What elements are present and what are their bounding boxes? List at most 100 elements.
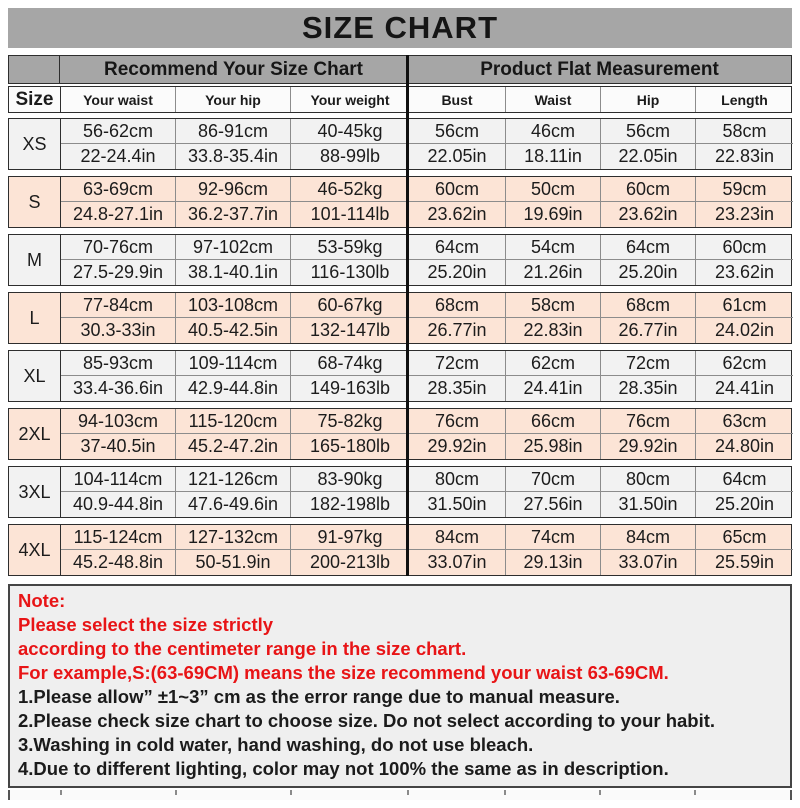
- value-cell: 97-102cm: [176, 235, 291, 260]
- value-cell: 200-213lb: [309, 552, 391, 572]
- group-header-product: Product Flat Measurement: [408, 55, 792, 84]
- value-cell: 76cm: [601, 409, 696, 434]
- value-cell: 30.3-33in: [61, 318, 176, 343]
- note-line: For example,S:(63-69CM) means the size r…: [18, 662, 669, 683]
- value-cell: 24.41in: [714, 378, 775, 398]
- value-cell: 46cm: [506, 119, 601, 144]
- value-cell: 61cm: [696, 293, 793, 318]
- value-cell: 53-59kg: [291, 235, 409, 260]
- tick-mark: [504, 790, 506, 795]
- value-cell: 22.83in: [506, 318, 601, 343]
- value-cell: 33.8-35.4in: [176, 144, 291, 169]
- value-cell: 63cm: [696, 409, 793, 434]
- value-cell: 25.20in: [409, 260, 506, 285]
- value-cell: 182-198lb: [309, 494, 391, 514]
- page-title: SIZE CHART: [302, 10, 498, 45]
- value-cell: 101-114lb: [310, 204, 390, 224]
- column-header-row: Size Your waist Your hip Your weight Bus…: [8, 86, 792, 113]
- tick-mark: [694, 790, 696, 795]
- value-cell: 19.69in: [506, 202, 601, 227]
- value-cell: 72cm: [601, 351, 696, 376]
- value-cell: 25.59in: [714, 552, 775, 572]
- value-cell: 84cm: [409, 525, 506, 550]
- table-row: 4XL 115-124cm 127-132cm 91-97kg 84cm 74c…: [8, 524, 793, 576]
- value-cell: 56-62cm: [61, 119, 176, 144]
- value-cell: 37-40.5in: [61, 434, 176, 459]
- value-cell: 121-126cm: [176, 467, 291, 492]
- value-cell: 36.2-37.7in: [176, 202, 291, 227]
- value-cell: 68-74kg: [291, 351, 409, 376]
- value-cell: 62cm: [506, 351, 601, 376]
- value-cell: 27.56in: [506, 492, 601, 517]
- value-cell: 24.02in: [714, 320, 775, 340]
- value-cell: 40.5-42.5in: [176, 318, 291, 343]
- value-cell: 26.77in: [601, 318, 696, 343]
- size-cell: XS: [9, 119, 61, 169]
- table-row: XS 56-62cm 86-91cm 40-45kg 56cm 46cm 56c…: [8, 118, 793, 170]
- value-cell: 66cm: [506, 409, 601, 434]
- value-cell: 29.92in: [601, 434, 696, 459]
- value-cell: 68cm: [601, 293, 696, 318]
- value-cell: 83-90kg: [291, 467, 409, 492]
- note-line: Note:: [18, 590, 66, 611]
- value-cell: 56cm: [601, 119, 696, 144]
- value-cell: 50-51.9in: [176, 550, 291, 575]
- column-header-waist: Your waist: [61, 87, 176, 112]
- value-cell: 26.77in: [409, 318, 506, 343]
- value-cell: 60cm: [409, 177, 506, 202]
- value-cell: 22-24.4in: [61, 144, 176, 169]
- value-cell: 22.05in: [409, 144, 506, 169]
- value-cell: 33.07in: [409, 550, 506, 575]
- value-cell: 56cm: [409, 119, 506, 144]
- partial-next-table-sliver: [8, 790, 792, 800]
- column-header-waist2: Waist: [506, 87, 601, 112]
- tick-mark: [407, 790, 409, 795]
- note-line: 4.Due to different lighting, color may n…: [18, 758, 669, 779]
- value-cell: 60cm: [601, 177, 696, 202]
- table-row: L 77-84cm 103-108cm 60-67kg 68cm 58cm 68…: [8, 292, 793, 344]
- value-cell: 45.2-47.2in: [176, 434, 291, 459]
- tick-mark: [175, 790, 177, 795]
- tick-mark: [599, 790, 601, 795]
- table-row: XL 85-93cm 109-114cm 68-74kg 72cm 62cm 7…: [8, 350, 793, 402]
- value-cell: 91-97kg: [291, 525, 409, 550]
- value-cell: 22.83in: [714, 146, 775, 166]
- value-cell: 92-96cm: [176, 177, 291, 202]
- value-cell: 104-114cm: [61, 467, 176, 492]
- value-cell: 46-52kg: [291, 177, 409, 202]
- tick-mark: [60, 790, 62, 795]
- value-cell: 60-67kg: [291, 293, 409, 318]
- value-cell: 109-114cm: [176, 351, 291, 376]
- group-header-recommend: Recommend Your Size Chart: [60, 55, 408, 84]
- column-header-bust: Bust: [409, 87, 506, 112]
- value-cell: 23.23in: [714, 204, 775, 224]
- value-cell: 60cm: [696, 235, 793, 260]
- value-cell: 116-130lb: [310, 262, 390, 282]
- value-cell: 42.9-44.8in: [176, 376, 291, 401]
- column-header-hip2: Hip: [601, 87, 696, 112]
- value-cell: 40.9-44.8in: [61, 492, 176, 517]
- value-cell: 77-84cm: [61, 293, 176, 318]
- value-cell: 115-120cm: [176, 409, 291, 434]
- note-line: 3.Washing in cold water, hand washing, d…: [18, 734, 534, 755]
- value-cell: 25.20in: [601, 260, 696, 285]
- value-cell: 165-180lb: [309, 436, 391, 456]
- column-header-size: Size: [9, 87, 61, 112]
- value-cell: 68cm: [409, 293, 506, 318]
- value-cell: 58cm: [696, 119, 793, 144]
- value-cell: 58cm: [506, 293, 601, 318]
- value-cell: 94-103cm: [61, 409, 176, 434]
- table-row: 3XL 104-114cm 121-126cm 83-90kg 80cm 70c…: [8, 466, 793, 518]
- title-bar: SIZE CHART: [8, 8, 792, 48]
- value-cell: 64cm: [696, 467, 793, 492]
- value-cell: 47.6-49.6in: [176, 492, 291, 517]
- value-cell: 23.62in: [409, 202, 506, 227]
- value-cell: 24.80in: [714, 436, 775, 456]
- value-cell: 33.07in: [601, 550, 696, 575]
- column-header-weight: Your weight: [310, 91, 390, 108]
- value-cell: 76cm: [409, 409, 506, 434]
- value-cell: 62cm: [696, 351, 793, 376]
- size-cell: L: [9, 293, 61, 343]
- size-table: Recommend Your Size Chart Product Flat M…: [8, 55, 793, 576]
- value-cell: 40-45kg: [291, 119, 409, 144]
